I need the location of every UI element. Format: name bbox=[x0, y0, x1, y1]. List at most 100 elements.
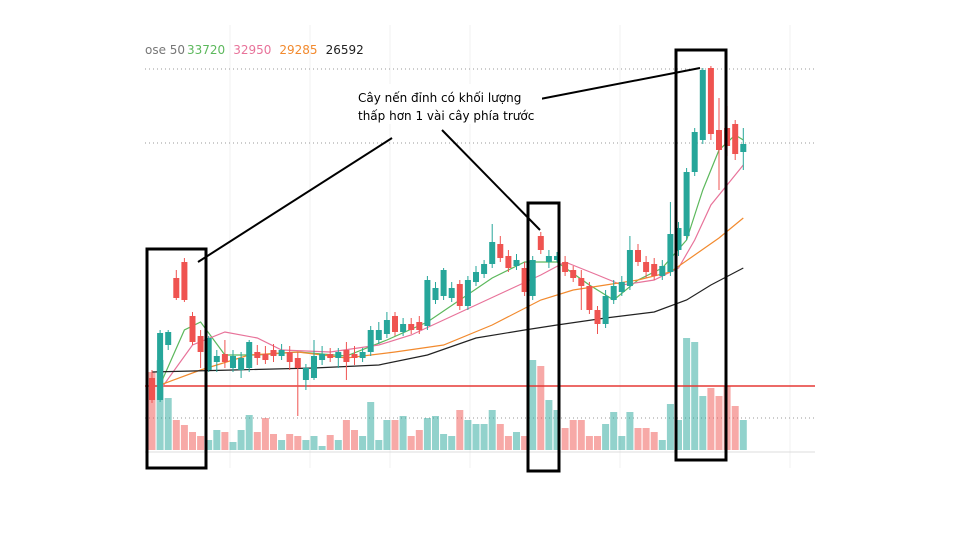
volume-bar bbox=[359, 436, 367, 450]
volume-bar bbox=[261, 418, 269, 450]
candle-body bbox=[578, 278, 585, 286]
annotation-text: thấp hơn 1 vài cây phía trước bbox=[358, 109, 534, 123]
candle-body bbox=[740, 144, 747, 152]
arrow bbox=[534, 67, 701, 101]
candle-body bbox=[667, 234, 674, 272]
volume-bar bbox=[432, 416, 439, 450]
plot bbox=[145, 66, 815, 450]
volume-bar bbox=[351, 430, 358, 450]
candle-body bbox=[294, 358, 301, 368]
volume-bar bbox=[156, 360, 164, 450]
candle-body bbox=[618, 282, 625, 292]
candle-body bbox=[699, 70, 706, 140]
candle-body bbox=[359, 352, 366, 358]
candle-body bbox=[497, 244, 504, 258]
candle-body bbox=[400, 324, 407, 332]
highlight-box bbox=[674, 48, 728, 462]
volume-bar bbox=[253, 432, 261, 450]
volume-bar bbox=[658, 440, 666, 450]
volume-bar bbox=[391, 420, 399, 450]
legend-value: 33720 bbox=[187, 43, 225, 57]
candle-body bbox=[278, 350, 285, 356]
volume-bar bbox=[415, 430, 423, 450]
volume-bar bbox=[245, 415, 253, 450]
candle-body bbox=[594, 310, 601, 324]
volume-bar bbox=[626, 412, 634, 450]
moving-average-line bbox=[159, 164, 744, 391]
candle-body bbox=[586, 286, 593, 310]
volume-bar bbox=[610, 412, 618, 450]
volume-bar bbox=[577, 420, 585, 450]
candle-body bbox=[513, 260, 520, 266]
volume-bar bbox=[675, 420, 682, 450]
volume-bar bbox=[229, 442, 237, 450]
volume-bar bbox=[642, 428, 650, 450]
volume-bar bbox=[699, 396, 707, 450]
candle-body bbox=[149, 378, 155, 400]
annotation-arrows bbox=[197, 67, 701, 263]
candle-body bbox=[448, 288, 455, 298]
candle-body bbox=[716, 130, 722, 150]
candle-body bbox=[489, 242, 496, 264]
volume-bar bbox=[472, 424, 480, 450]
candle-body bbox=[230, 356, 236, 368]
candle-body bbox=[626, 250, 633, 286]
candle-body bbox=[254, 352, 261, 358]
candle-body bbox=[440, 270, 447, 296]
volume-bar bbox=[602, 424, 610, 450]
arrow bbox=[441, 129, 541, 231]
candle-body bbox=[416, 322, 423, 330]
volume-bar bbox=[326, 435, 334, 450]
candle-body bbox=[327, 354, 334, 358]
candle-body bbox=[610, 286, 617, 300]
candle-body bbox=[554, 256, 560, 260]
candle-body bbox=[189, 316, 196, 342]
candle-body bbox=[311, 356, 317, 378]
candle-body bbox=[643, 262, 650, 272]
volume-bar bbox=[456, 410, 464, 450]
candle-body bbox=[351, 354, 358, 358]
volume-bar bbox=[294, 436, 302, 450]
candle-body bbox=[343, 350, 350, 362]
candle-body bbox=[521, 268, 528, 292]
candle-body bbox=[383, 320, 390, 334]
candle-body bbox=[246, 342, 253, 368]
arrow bbox=[197, 137, 393, 263]
volume-bar bbox=[545, 400, 553, 450]
candle-body bbox=[651, 264, 658, 276]
volume-bar bbox=[172, 420, 180, 450]
legend-value: 29285 bbox=[279, 43, 317, 57]
annotation-bg bbox=[352, 84, 542, 124]
volume-bar bbox=[407, 436, 415, 450]
volume-bar bbox=[650, 432, 658, 450]
legend: 33720 32950 29285 26592 bbox=[187, 43, 364, 57]
volume-bar bbox=[448, 436, 456, 450]
volume-bar bbox=[189, 432, 196, 450]
candle-body bbox=[213, 356, 220, 362]
candle-body bbox=[675, 228, 682, 250]
volume-bar bbox=[731, 406, 739, 450]
candle-body bbox=[221, 354, 228, 362]
volume-bar bbox=[148, 372, 156, 450]
candle-body bbox=[545, 256, 552, 262]
legend-value: 26592 bbox=[326, 43, 364, 57]
candle-body bbox=[375, 330, 382, 340]
annotation-text: Cây nến đỉnh có khối lượng bbox=[358, 91, 521, 105]
volume-bar bbox=[585, 436, 593, 450]
volume-bar bbox=[480, 424, 488, 450]
volume-bar bbox=[286, 434, 294, 450]
candle-body bbox=[683, 172, 690, 236]
candle-body bbox=[392, 316, 398, 332]
candle-body bbox=[270, 350, 277, 356]
volume-bar bbox=[683, 338, 691, 450]
candle-body bbox=[529, 260, 536, 296]
candle-body bbox=[432, 288, 439, 300]
annotation-boxes bbox=[145, 48, 728, 473]
volume-bar bbox=[561, 428, 569, 450]
candle-body bbox=[659, 266, 666, 276]
candle-body bbox=[181, 262, 188, 300]
volume-bar bbox=[164, 398, 172, 450]
candle-body bbox=[335, 352, 342, 358]
volume-bar bbox=[383, 420, 391, 450]
